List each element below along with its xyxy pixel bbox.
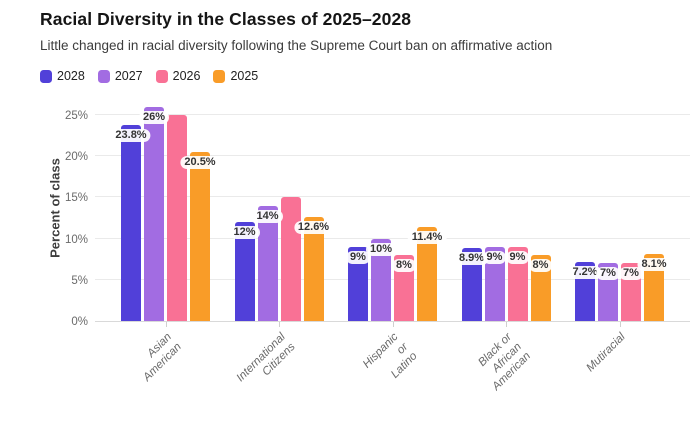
bar-2027: 26% [138,106,170,321]
legend-item-2028: 2028 [40,69,85,83]
legend-label: 2028 [57,69,85,83]
bar-value-label: 8.9% [454,251,489,265]
chart-subtitle: Little changed in racial diversity follo… [40,38,553,53]
bar-2027: 7% [596,263,620,321]
x-axis-category-text: Hispanic or Latino [361,331,421,381]
y-tick-label: 15% [64,192,88,205]
x-tick-mark [165,322,167,327]
legend-swatch-icon [213,69,226,83]
x-tick-mark [619,322,621,327]
bar-group: 9% 10% 8% 11.4% [346,227,447,321]
bar-2025: 12.6% [293,217,334,321]
bar-group: 23.8% 26% 20.5% [111,106,220,321]
legend-swatch-icon [97,69,110,83]
bar-2025: 8% [528,255,553,321]
bar-2028: 8.9% [454,247,489,321]
bar-value-label: 7% [596,267,620,281]
bar-value-label: 8.1% [637,258,671,272]
bar-value-label: 10% [365,242,397,256]
bar-group: 7.2% 7% 7% 8.1% [568,254,671,321]
bar-value-label: 14% [252,209,283,223]
x-axis-category-text: Black or African American [476,331,534,393]
bar-value-label: 11.4% [407,231,447,245]
x-tick-mark [506,322,507,327]
gridline [95,237,690,239]
bar-value-label: 12% [229,226,260,240]
bar-group: 8.9% 9% 9% 8% [454,246,553,321]
x-tick-mark [392,322,394,327]
legend-label: 2027 [114,69,143,83]
bar-2025: 8.1% [637,254,671,321]
legend-item-2025: 2025 [213,69,258,83]
x-tick-mark [279,322,280,327]
bar-2026 [280,196,301,321]
bar-2026: 8% [392,255,416,321]
legend-swatch-icon [40,69,52,83]
bar-value-label: 8% [528,259,553,273]
bar-value-label: 8% [392,259,416,273]
bar-2027: 10% [365,238,397,321]
y-tick-label: 10% [64,233,88,246]
bar-2026 [167,115,187,321]
bar-2027: 9% [482,246,507,321]
bar-value-label: 20.5% [180,156,220,170]
plot-area: 23.8% 26% 20.5% 12% 14% 12.6% 9% 10% 8% 11.4% 8.9%… [95,92,690,322]
bar-2028: 23.8% [111,124,151,321]
bar-2026: 9% [505,246,530,321]
gridline [95,196,690,198]
bar-value-label: 23.8% [111,128,151,142]
chart-title: Racial Diversity in the Classes of 2025–… [40,9,412,29]
legend-item-2026: 2026 [155,69,201,83]
bar-2025: 20.5% [180,152,220,321]
y-tick-label: 0% [71,316,88,328]
bar-value-label: 26% [138,110,170,124]
x-axis-category-text: Mutiracial [584,331,628,375]
gridline [95,155,690,157]
bar-group: 12% 14% 12.6% [229,196,334,321]
bar-value-label: 9% [505,250,530,264]
bar-2025: 11.4% [407,227,447,321]
legend-label: 2025 [230,69,259,83]
gridline [95,114,690,115]
legend: 2028 2027 2026 2025 [40,69,258,83]
bar-value-label: 12.6% [293,221,334,235]
bar-value-label: 9% [482,250,507,264]
gridline [95,278,690,280]
bar-value-label: 7.2% [568,265,602,279]
bar-value-label: 7% [619,267,643,281]
bar-2028: 12% [229,222,260,321]
x-axis-category-text: Asian American [140,331,184,384]
legend-swatch-icon [155,69,168,83]
legend-label: 2026 [172,69,201,83]
bar-value-label: 9% [346,250,370,264]
x-axis-category-text: International Citizens [234,331,298,385]
bar-2027: 14% [252,205,283,321]
bar-2026: 7% [619,263,643,321]
bar-2028: 7.2% [568,261,602,321]
y-tick-label: 25% [64,110,88,122]
legend-item-2027: 2027 [97,69,143,83]
y-tick-label: 20% [64,151,88,164]
bar-2028: 9% [346,246,370,321]
y-tick-label: 5% [71,274,88,287]
chart-area: Percent of class 23.8% 26% 20.5% 12% 14% 12.6… [0,92,700,423]
